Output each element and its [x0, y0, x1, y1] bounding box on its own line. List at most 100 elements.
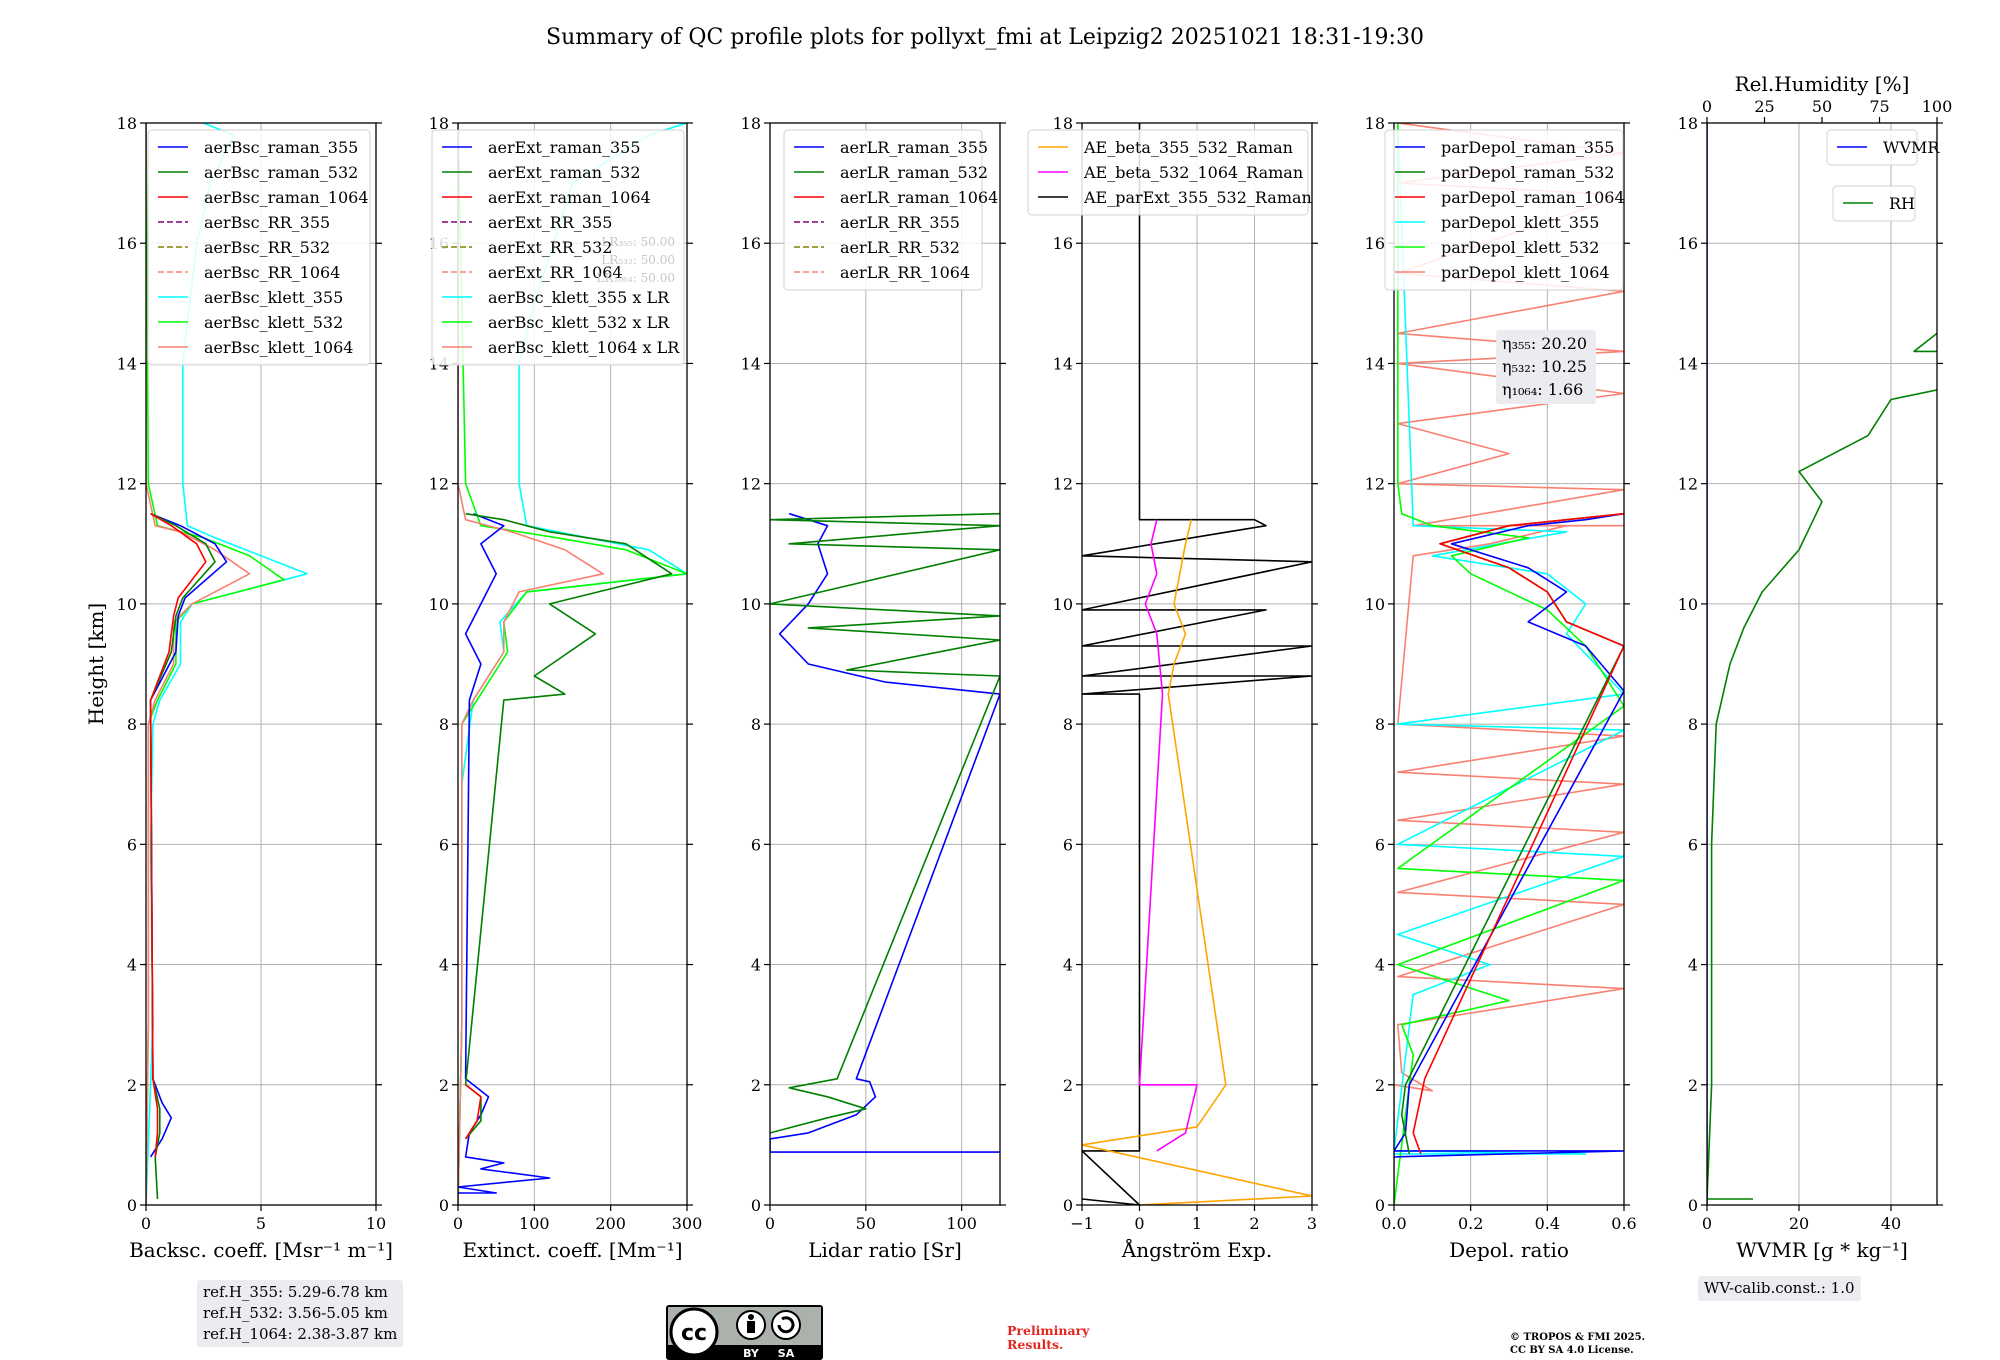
- eta-label: η₃₅₅: 20.20: [1502, 334, 1587, 353]
- legend-label: aerBsc_raman_355: [204, 138, 358, 157]
- panel-backscatter: 0 2 4 6 8 10 12 14 16 18 0 5 10 Backsc. coeff. [Msr⁻¹…: [84, 114, 393, 1262]
- copyright-line-1: © TROPOS & FMI 2025.: [1510, 1332, 1646, 1343]
- legend-label: aerExt_raman_1064: [488, 188, 651, 207]
- series-group: [770, 512, 1000, 1153]
- series-line-AE_beta_532_1064_Raman: [1138, 519, 1198, 1152]
- y-tick-label: 12: [1365, 475, 1385, 494]
- lidar-ratio-annotation: LR₁₀₆₄: 50.00: [597, 271, 675, 285]
- ref-height-532: ref.H_532: 3.56-5.05 km: [203, 1304, 388, 1322]
- x-tick-label: −1: [1070, 1214, 1094, 1233]
- series-line-aerBsc_klett_1064: [146, 123, 251, 1205]
- y-tick-label: 2: [1063, 1076, 1073, 1095]
- y-tick-label: 10: [429, 595, 449, 614]
- cc-logo-icon: [669, 1307, 719, 1357]
- y-tick-label: 10: [1365, 595, 1385, 614]
- wv-calib-constant: WV-calib.const.: 1.0: [1704, 1279, 1855, 1297]
- legend-extinction: aerExt_raman_355 aerExt_raman_532 aerExt_r…: [431, 129, 685, 366]
- legend-label: aerExt_RR_532: [488, 238, 612, 257]
- y-tick-label: 4: [751, 956, 761, 975]
- x-axis-label: Backsc. coeff. [Msr⁻¹ m⁻¹]: [129, 1238, 393, 1262]
- series-line-parDepol_raman_355: [1394, 512, 1624, 1158]
- legend-label: parDepol_klett_532: [1441, 238, 1599, 257]
- preliminary-line-1: Preliminary: [1007, 1323, 1090, 1338]
- axes-frame: [769, 122, 1001, 1206]
- legend-label: aerBsc_klett_1064 x LR: [488, 338, 680, 357]
- y-tick-label: 8: [1375, 715, 1385, 734]
- y-tick-label: 12: [741, 475, 761, 494]
- y-tick-label: 10: [741, 595, 761, 614]
- legend-label: WVMR: [1883, 138, 1940, 157]
- top-x-tick-label: 50: [1812, 97, 1832, 116]
- lidar-ratio-annotation: LR₅₃₂: 50.00: [601, 253, 675, 267]
- series-group: [1082, 123, 1312, 1205]
- legend-label: aerExt_raman_532: [488, 163, 641, 182]
- series-line-aerLR_raman_355: [770, 512, 1000, 1153]
- y-tick-label: 16: [1678, 234, 1698, 253]
- legend-label: parDepol_raman_1064: [1441, 188, 1625, 207]
- top-x-tick-label: 100: [1922, 97, 1953, 116]
- legend-frame: [147, 129, 371, 366]
- y-tick-label: 16: [1365, 234, 1385, 253]
- panel-depol: 0 2 4 6 8 10 12 14 16 18 0.0 0.2 0.4 0.6 Depol. ratio p…: [1365, 114, 1637, 1262]
- x-tick-label: 0.0: [1381, 1214, 1406, 1233]
- legend-label: aerBsc_klett_355: [204, 288, 343, 307]
- cc-logo-text: cc: [681, 1321, 707, 1346]
- y-tick-label: 6: [1688, 835, 1698, 854]
- x-tick-label: 0: [1702, 1214, 1712, 1233]
- series-line-aerExt_raman_1064: [464, 1084, 482, 1140]
- y-tick-label: 12: [1053, 475, 1073, 494]
- x-tick-label: 10: [366, 1214, 386, 1233]
- x-axis-label: Lidar ratio [Sr]: [808, 1238, 962, 1262]
- legend-angstrom: AE_beta_355_532_Raman AE_beta_532_1064_Ra…: [1027, 129, 1312, 216]
- y-tick-label: 18: [1053, 114, 1073, 133]
- y-tick-label: 0: [1688, 1196, 1698, 1215]
- y-tick-label: 2: [127, 1076, 137, 1095]
- series-line-RH: [1707, 332, 1937, 1200]
- series-line-aerLR_raman_532: [770, 512, 1000, 1134]
- y-tick-label: 4: [1063, 956, 1073, 975]
- y-tick-label: 14: [117, 354, 137, 373]
- x-tick-label: 0: [141, 1214, 151, 1233]
- y-tick-label: 6: [127, 835, 137, 854]
- y-tick-label: 18: [1678, 114, 1698, 133]
- y-tick-label: 10: [117, 595, 137, 614]
- y-tick-label: 4: [127, 956, 137, 975]
- wv-calib-box: WV-calib.const.: 1.0: [1698, 1276, 1861, 1301]
- legend-label: aerLR_RR_1064: [840, 263, 970, 282]
- x-tick-label: 0.4: [1535, 1214, 1560, 1233]
- y-tick-label: 4: [1375, 956, 1385, 975]
- y-tick-label: 16: [741, 234, 761, 253]
- y-tick-label: 6: [751, 835, 761, 854]
- legend-label: aerBsc_klett_355 x LR: [488, 288, 670, 307]
- y-tick-label: 14: [1365, 354, 1385, 373]
- panel-lidar_ratio: 0 2 4 6 8 10 12 14 16 18 0 50 100 Lidar ratio [Sr] aer…: [741, 114, 1006, 1262]
- y-tick-label: 8: [1063, 715, 1073, 734]
- y-tick-label: 8: [439, 715, 449, 734]
- y-tick-label: 4: [439, 956, 449, 975]
- by-label: BY: [743, 1347, 760, 1360]
- legend-label: aerBsc_RR_532: [204, 238, 330, 257]
- y-tick-label: 8: [1688, 715, 1698, 734]
- x-axis-label: Extinct. coeff. [Mm⁻¹]: [462, 1238, 682, 1262]
- x-tick-label: 100: [519, 1214, 550, 1233]
- lidar-ratio-annotation: LR₃₅₅: 50.00: [601, 235, 675, 249]
- eta-box: [1496, 330, 1596, 404]
- series-line-aerBsc_raman_355: [149, 512, 228, 1158]
- legend-frame: [783, 129, 983, 291]
- y-tick-label: 8: [127, 715, 137, 734]
- y-tick-label: 6: [1063, 835, 1073, 854]
- legend-frame: [1826, 129, 1918, 166]
- y-tick-label: 8: [751, 715, 761, 734]
- x-tick-label: 0: [453, 1214, 463, 1233]
- y-tick-label: 2: [1375, 1076, 1385, 1095]
- legend-label: aerBsc_klett_532: [204, 313, 343, 332]
- series-line-aerBsc_raman_532: [149, 512, 216, 1200]
- x-tick-label: 0.6: [1611, 1214, 1636, 1233]
- x-tick-label: 1: [1192, 1214, 1202, 1233]
- legend-label: AE_beta_355_532_Raman: [1083, 138, 1293, 157]
- legend-label: AE_parExt_355_532_Raman: [1083, 188, 1312, 207]
- legend-label: aerLR_raman_1064: [840, 188, 998, 207]
- y-tick-label: 2: [751, 1076, 761, 1095]
